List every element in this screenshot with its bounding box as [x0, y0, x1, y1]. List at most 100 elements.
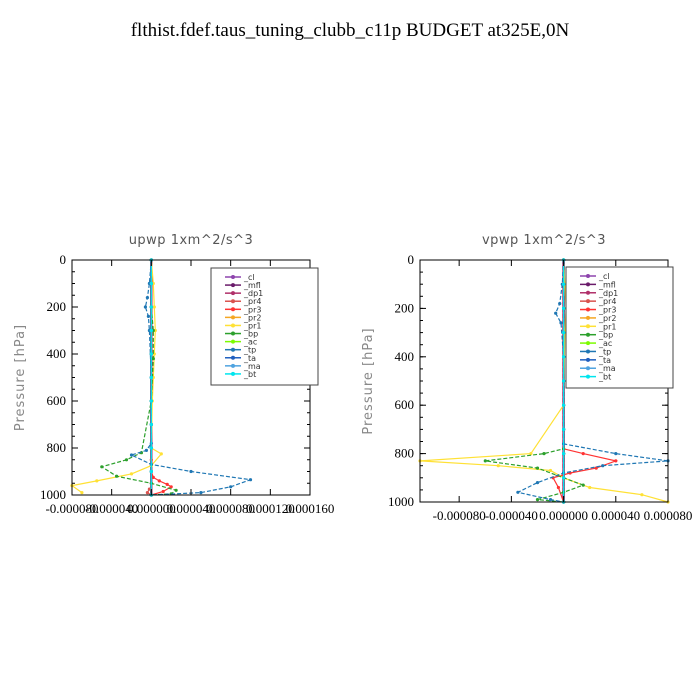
legend-marker-1-2: [586, 290, 590, 295]
point-1-bt-8: [562, 452, 566, 456]
point-0-bp-6: [124, 458, 129, 462]
y-tick-label-0-1: 200: [47, 299, 67, 314]
point-0-pr1-8: [159, 452, 163, 456]
legend-label-0-11: _ma: [243, 362, 261, 371]
point-0-pr1-2: [152, 305, 156, 309]
legend-marker-1-0: [586, 274, 590, 278]
point-0-pr3-8: [151, 475, 155, 479]
point-0-bp-3: [151, 357, 155, 361]
point-1-pr1-10: [588, 485, 592, 490]
legend-label-1-3: _pr4: [598, 297, 616, 306]
point-1-bp-4: [542, 452, 546, 456]
legend-marker-0-5: [231, 315, 235, 320]
y-axis-label-1: Pressure [hPa]: [361, 327, 376, 434]
legend-marker-1-11: [586, 366, 590, 371]
point-0-bp-10: [174, 488, 178, 492]
point-0-tp-3: [143, 305, 147, 309]
legend-label-0-3: _pr4: [243, 297, 261, 306]
series-line-0-tp: [129, 259, 251, 496]
legend-marker-1-6: [586, 324, 590, 329]
point-0-pr4-12: [145, 491, 149, 495]
legend-marker-1-5: [586, 315, 590, 320]
point-1-bt-6: [562, 403, 566, 407]
point-0-bp-8: [115, 474, 119, 478]
y-tick-label-1-0: 0: [408, 252, 415, 267]
legend-box-1: [565, 266, 674, 389]
point-1-bp-10: [535, 498, 540, 502]
legend-marker-0-11: [231, 363, 235, 368]
point-0-pr3-9: [157, 479, 161, 483]
point-1-tp-13: [548, 498, 553, 502]
point-0-tp-2: [145, 296, 149, 300]
legend-marker-1-10: [586, 357, 590, 362]
point-0-tp-9: [129, 453, 134, 457]
point-1-pr1-7: [496, 464, 500, 468]
legend-marker-0-8: [231, 339, 235, 344]
y-tick-label-1-5: 1000: [388, 494, 414, 509]
point-0-pr1-11: [95, 479, 99, 483]
point-0-bt-9: [149, 469, 153, 474]
legend-label-1-8: _ac: [598, 339, 612, 348]
legend-label-1-10: _ta: [598, 356, 611, 365]
point-1-bt-2: [562, 306, 566, 310]
legend-marker-0-3: [231, 299, 235, 304]
point-1-pr1-5: [529, 452, 533, 456]
legend-label-1-2: _dp1: [598, 289, 618, 298]
figure-title: flthist.fdef.taus_tuning_clubb_c11p BUDG…: [130, 20, 570, 41]
point-0-bt-8: [149, 446, 153, 450]
point-0-pr3-12: [161, 489, 165, 494]
point-1-tp-3: [554, 311, 558, 315]
x-tick-label-0-3: 0.000040: [167, 501, 216, 516]
point-1-pr3-4: [581, 452, 585, 456]
panel-title-1: vpwp 1xm^2/s^3: [482, 233, 606, 248]
point-0-tp-12: [248, 478, 253, 482]
point-0-tp-13: [229, 485, 233, 489]
point-1-bp-8: [581, 483, 585, 487]
y-tick-label-1-1: 200: [395, 300, 415, 315]
y-tick-label-0-4: 800: [47, 440, 67, 455]
point-0-bp-7: [100, 465, 104, 469]
legend-marker-0-7: [231, 331, 235, 336]
legend-label-1-1: _mfl: [598, 280, 616, 289]
x-tick-label-0-6: 0.000160: [286, 501, 335, 516]
legend-marker-1-4: [586, 307, 590, 312]
legend-marker-0-9: [231, 347, 235, 352]
legend-label-0-2: _dp1: [243, 289, 263, 298]
point-1-pr1-8: [548, 468, 553, 473]
legend-label-1-5: _pr2: [598, 314, 616, 323]
point-0-pr1-10: [129, 472, 134, 476]
legend-label-0-9: _tp: [243, 346, 256, 355]
point-1-pr3-5: [614, 459, 618, 463]
point-0-pr3-10: [165, 482, 169, 486]
y-tick-label-0-2: 400: [47, 346, 67, 361]
legend-label-1-6: _pr1: [598, 322, 616, 331]
point-0-tp-4: [146, 314, 150, 318]
legend-marker-0-2: [231, 291, 235, 296]
legend-label-1-11: _ma: [598, 364, 616, 373]
legend-marker-0-4: [231, 307, 235, 312]
legend-marker-1-12: [586, 374, 590, 379]
x-tick-label-1-4: 0.000080: [644, 508, 693, 523]
point-1-bt-7: [562, 427, 566, 431]
legend-label-0-7: _bp: [243, 330, 258, 339]
point-0-pr4-11: [147, 487, 151, 491]
point-0-tp-8: [144, 448, 148, 452]
legend-label-0-1: _mfl: [243, 281, 261, 290]
legend-label-1-7: _bp: [598, 331, 613, 340]
point-1-tp-2: [558, 302, 562, 306]
point-1-pr1-11: [640, 493, 644, 497]
legend-label-1-0: _cl: [598, 272, 610, 281]
point-0-tp-14: [199, 491, 203, 495]
point-0-bt-1: [149, 281, 153, 286]
legend-label-0-12: _bt: [243, 370, 256, 379]
legend-label-0-10: _ta: [243, 354, 256, 363]
y-tick-label-1-3: 600: [395, 397, 415, 412]
legend-label-1-4: _pr3: [598, 306, 616, 315]
series-line-0-pr1: [70, 259, 163, 494]
x-tick-label-1-0: -0.000080: [433, 508, 486, 523]
point-0-tp-11: [189, 469, 193, 474]
x-tick-label-0-2: 0.000000: [127, 501, 176, 516]
point-0-bt-3: [149, 328, 153, 333]
x-tick-label-1-2: 0.000000: [539, 508, 588, 523]
x-tick-label-0-4: 0.000080: [206, 501, 255, 516]
